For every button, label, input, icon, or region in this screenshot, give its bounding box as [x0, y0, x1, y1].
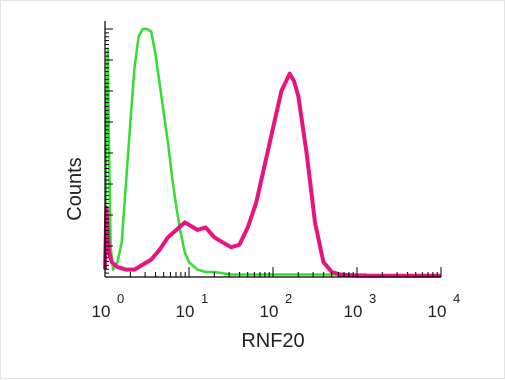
x-tick-label-base-0: 10	[92, 302, 111, 321]
x-tick-label-exp-4: 4	[453, 291, 460, 306]
plot-area	[105, 21, 441, 277]
x-tick-label-exp-1: 1	[201, 291, 208, 306]
histogram-series-2	[103, 71, 441, 278]
x-tick-label-exp-3: 3	[369, 291, 376, 306]
x-axis-title: RNF20	[241, 330, 304, 352]
series-layer	[103, 27, 441, 278]
y-axis-title: Counts	[64, 157, 86, 220]
x-tick-labels: 10 0 10 1 10 2 10 3 10 4	[92, 291, 461, 321]
x-tick-label-base-3: 10	[344, 302, 363, 321]
x-tick-label-base-1: 10	[176, 302, 195, 321]
x-tick-label-base-4: 10	[428, 302, 447, 321]
x-tick-label-base-2: 10	[260, 302, 279, 321]
x-tick-label-exp-2: 2	[285, 291, 292, 306]
x-tick-label-exp-0: 0	[117, 291, 124, 306]
